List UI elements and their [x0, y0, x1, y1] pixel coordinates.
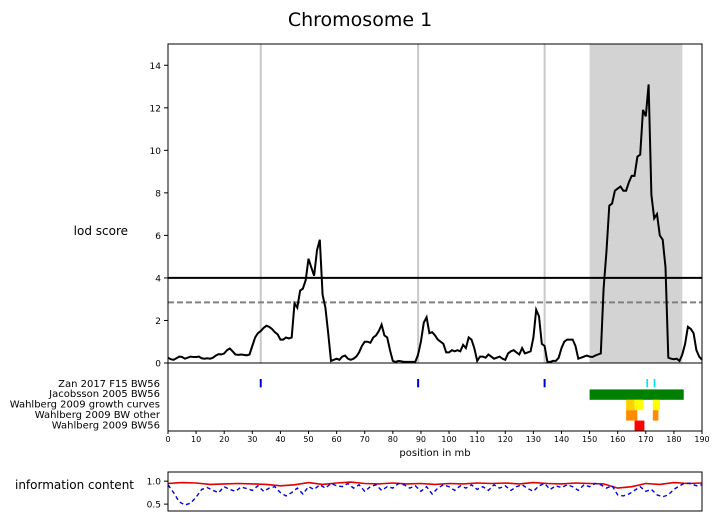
- track-segment: [652, 399, 660, 411]
- x-tick-label: 160: [610, 435, 625, 444]
- y-tick-label: 14: [150, 62, 162, 72]
- x-tick-label: 170: [638, 435, 653, 444]
- x-tick-label: 80: [388, 435, 398, 444]
- x-tick-label: 140: [554, 435, 569, 444]
- x-tick-label: 150: [582, 435, 597, 444]
- x-tick-label: 180: [666, 435, 681, 444]
- chart-title: Chromosome 1: [288, 9, 432, 31]
- x-tick-label: 50: [303, 435, 313, 444]
- x-tick-label: 190: [694, 435, 709, 444]
- y-tick-label: 10: [150, 147, 162, 157]
- y-tick-label: 0: [155, 360, 161, 370]
- track-segment: [634, 399, 643, 411]
- track-segment: [652, 410, 659, 421]
- track-label: Zan 2017 F15 BW56: [58, 379, 160, 390]
- y-tick-label: 6: [155, 232, 161, 242]
- track-axes-frame: [167, 362, 703, 432]
- track-marker: [259, 379, 262, 388]
- x-tick-label: 90: [416, 435, 426, 444]
- x-tick-label: 40: [275, 435, 285, 444]
- track-segment: [646, 379, 649, 388]
- track-segment: [589, 389, 684, 400]
- x-tick-label: 100: [441, 435, 456, 444]
- y-tick-label: 8: [155, 189, 161, 199]
- x-axis-label: position in mb: [399, 448, 470, 459]
- x-tick-label: 120: [498, 435, 513, 444]
- y-tick-label: 2: [155, 317, 161, 327]
- track-segment: [626, 410, 638, 421]
- track-label: Jacobsson 2005 BW56: [48, 389, 160, 400]
- info-panel: 0.5 1.0 information content: [15, 471, 703, 512]
- track-marker: [417, 379, 420, 388]
- highlight-region: [589, 44, 683, 363]
- track-segment: [626, 399, 635, 411]
- x-tick-label: 0: [165, 435, 170, 444]
- lod-y-axis-label: lod score: [74, 224, 128, 238]
- track-marker: [543, 379, 546, 388]
- lod-panel: 0 2 4 6 8 10 12 14 lod score: [74, 43, 703, 370]
- y-tick-label: 4: [155, 274, 161, 284]
- info-y-tick-label: 0.5: [147, 501, 161, 511]
- info-axes-frame: [167, 471, 703, 512]
- x-tick-label: 30: [247, 435, 257, 444]
- x-tick-label: 70: [360, 435, 370, 444]
- x-tick-label: 110: [470, 435, 485, 444]
- track-segment: [653, 379, 656, 388]
- info-y-tick-label: 1.0: [147, 478, 162, 488]
- x-tick-label: 130: [526, 435, 541, 444]
- y-tick-label: 12: [150, 104, 161, 114]
- info-series-dashed: [167, 482, 703, 506]
- info-series-solid: [167, 481, 703, 489]
- track-segment: [634, 420, 645, 431]
- x-tick-label: 20: [219, 435, 229, 444]
- info-y-axis-label: information content: [15, 478, 134, 492]
- track-label: Wahlberg 2009 growth curves: [10, 400, 160, 411]
- lod-series-line: [167, 84, 703, 364]
- x-tick-label: 60: [332, 435, 342, 444]
- track-label: Wahlberg 2009 BW other: [35, 410, 161, 421]
- x-tick-label: 10: [191, 435, 201, 444]
- track-label: Wahlberg 2009 BW56: [52, 420, 160, 431]
